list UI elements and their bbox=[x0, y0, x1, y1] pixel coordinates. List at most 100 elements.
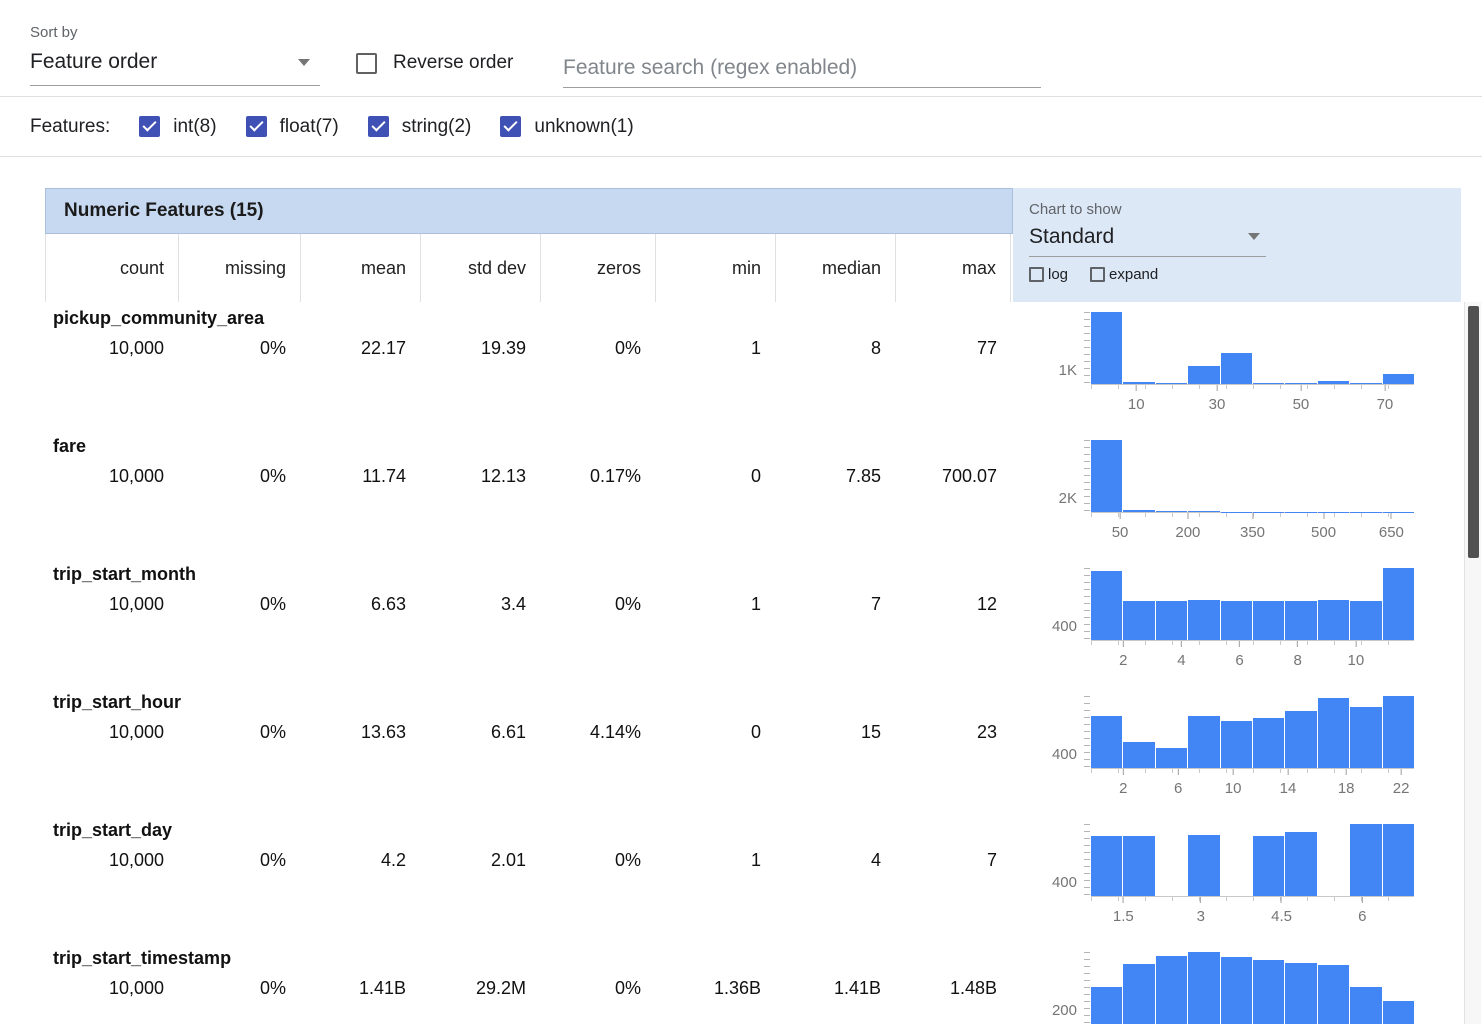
tick-label: 650 bbox=[1378, 524, 1404, 541]
tick-label: 50 bbox=[1111, 524, 1129, 541]
feature-histogram: 400 2 4 6 8 10 bbox=[1011, 568, 1415, 686]
sort-by-label: Sort by bbox=[30, 24, 78, 41]
sort-by-dropdown[interactable]: Feature order bbox=[30, 50, 320, 86]
chevron-down-icon bbox=[1248, 233, 1260, 240]
tick-label: 200 bbox=[1175, 524, 1201, 541]
histogram-bar bbox=[1188, 511, 1220, 512]
histogram-bar bbox=[1317, 599, 1350, 640]
histogram-bar bbox=[1253, 960, 1285, 1024]
stat-count: 10,000 bbox=[108, 850, 164, 870]
scrollbar-thumb[interactable] bbox=[1468, 306, 1479, 558]
tick-label: 30 bbox=[1208, 396, 1226, 413]
checkbox-float[interactable] bbox=[245, 116, 267, 137]
expand-option: expand bbox=[1090, 266, 1158, 283]
tick-mark bbox=[1216, 385, 1218, 391]
tick-mark bbox=[1390, 513, 1392, 519]
tick-label: 10 bbox=[1127, 396, 1145, 413]
column-header-median: median bbox=[775, 234, 895, 302]
tick-mark bbox=[1187, 513, 1189, 519]
column-header-min: min bbox=[655, 234, 775, 302]
histogram-bar bbox=[1091, 716, 1123, 768]
expand-label: expand bbox=[1109, 266, 1159, 283]
tick-mark bbox=[1122, 641, 1124, 647]
checkbox-int[interactable] bbox=[139, 116, 161, 137]
stat-median: 7.85 bbox=[845, 466, 881, 486]
histogram-bar bbox=[1285, 832, 1317, 896]
histogram-bar bbox=[1350, 600, 1382, 640]
tick-mark bbox=[1119, 513, 1121, 519]
filter-string: string(2) bbox=[367, 116, 471, 138]
stats-values: 10,000 0% 6.63 3.4 0% 1 7 12 bbox=[45, 594, 1011, 615]
histogram-bar bbox=[1253, 717, 1285, 768]
histogram-bar bbox=[1091, 835, 1123, 896]
log-checkbox[interactable] bbox=[1029, 267, 1044, 282]
filter-int: int(8) bbox=[139, 116, 217, 138]
y-axis-label: 200 bbox=[1051, 1001, 1077, 1019]
chart-type-dropdown[interactable]: Standard bbox=[1029, 225, 1266, 257]
expand-checkbox[interactable] bbox=[1090, 267, 1106, 282]
tick-mark bbox=[1252, 513, 1253, 519]
filter-float: float(7) bbox=[245, 116, 339, 138]
checkbox-string[interactable] bbox=[367, 116, 389, 137]
feature-search-input[interactable] bbox=[563, 48, 1041, 88]
stat-std-dev: 29.2M bbox=[475, 978, 526, 998]
histogram-bar bbox=[1188, 600, 1220, 640]
tick-mark bbox=[1300, 385, 1302, 391]
stat-zeros: 0% bbox=[614, 978, 641, 998]
tick-mark bbox=[1361, 897, 1363, 903]
feature-histogram: 2K 50 200 350 500 650 bbox=[1011, 440, 1415, 558]
tick-mark bbox=[1239, 641, 1241, 647]
feature-row: trip_start_timestamp 10,000 0% 1.41B 29.… bbox=[45, 942, 1461, 1024]
histogram-area: 10 30 50 70 bbox=[1084, 312, 1415, 430]
feature-stats: trip_start_day 10,000 0% 4.2 2.01 0% 1 4… bbox=[45, 814, 1011, 942]
histogram-area: 2 4 6 8 10 bbox=[1084, 568, 1415, 686]
column-header-count: count bbox=[45, 234, 178, 302]
histogram-bar bbox=[1155, 382, 1188, 384]
histogram-bar bbox=[1350, 707, 1382, 768]
chart-type-value: Standard bbox=[1029, 225, 1115, 248]
tick-mark bbox=[1177, 769, 1179, 775]
column-header-std-dev: std dev bbox=[420, 234, 540, 302]
vertical-scrollbar[interactable] bbox=[1464, 302, 1481, 1024]
stat-median: 8 bbox=[870, 338, 881, 358]
stat-mean: 11.74 bbox=[362, 466, 406, 486]
feature-stats: trip_start_month 10,000 0% 6.63 3.4 0% 1… bbox=[45, 558, 1011, 686]
x-axis: 1.5 3 4.5 6 bbox=[1091, 897, 1414, 929]
feature-histogram: 200 bbox=[1011, 952, 1415, 1024]
tick-label: 350 bbox=[1239, 524, 1266, 541]
histogram-bar bbox=[1220, 721, 1253, 768]
tick-label: 8 bbox=[1293, 652, 1302, 669]
stat-count: 10,000 bbox=[108, 338, 164, 358]
checkbox-unknown[interactable] bbox=[500, 116, 522, 137]
tick-label: 2 bbox=[1119, 652, 1128, 669]
stat-std-dev: 12.13 bbox=[480, 466, 526, 486]
histogram-bar bbox=[1382, 568, 1415, 640]
histogram-area: 50 200 350 500 650 bbox=[1084, 440, 1415, 558]
histogram-plot bbox=[1084, 824, 1415, 897]
stat-min: 1.36B bbox=[713, 978, 761, 998]
stat-median: 7 bbox=[870, 594, 881, 614]
tick-label: 4.5 bbox=[1271, 908, 1292, 925]
reverse-order-checkbox[interactable] bbox=[356, 52, 377, 74]
stat-std-dev: 6.61 bbox=[490, 722, 526, 742]
tick-mark bbox=[1200, 897, 1202, 903]
y-axis: 2K bbox=[1011, 440, 1091, 513]
histogram-plot bbox=[1084, 568, 1415, 641]
numeric-features-table: Numeric Features (15) count missing mean… bbox=[45, 188, 1461, 1024]
tick-mark bbox=[1287, 769, 1289, 775]
stat-max: 23 bbox=[976, 722, 997, 742]
tick-mark bbox=[1384, 385, 1386, 391]
tick-mark bbox=[1122, 897, 1124, 903]
x-axis-tick: 2 bbox=[1119, 641, 1127, 669]
stat-missing: 0% bbox=[259, 466, 286, 486]
feature-name: trip_start_hour bbox=[53, 692, 182, 712]
x-axis-tick: 10 bbox=[1348, 641, 1364, 669]
feature-stats: pickup_community_area 10,000 0% 22.17 19… bbox=[45, 302, 1011, 430]
histogram-bar bbox=[1155, 747, 1188, 768]
histogram-bar bbox=[1350, 382, 1382, 384]
tick-mark bbox=[1345, 769, 1347, 775]
feature-row: trip_start_month 10,000 0% 6.63 3.4 0% 1… bbox=[45, 558, 1461, 686]
chart-options: log expand bbox=[1029, 266, 1461, 283]
feature-row: trip_start_hour 10,000 0% 13.63 6.61 4.1… bbox=[45, 686, 1461, 814]
tick-label: 3 bbox=[1196, 908, 1205, 925]
